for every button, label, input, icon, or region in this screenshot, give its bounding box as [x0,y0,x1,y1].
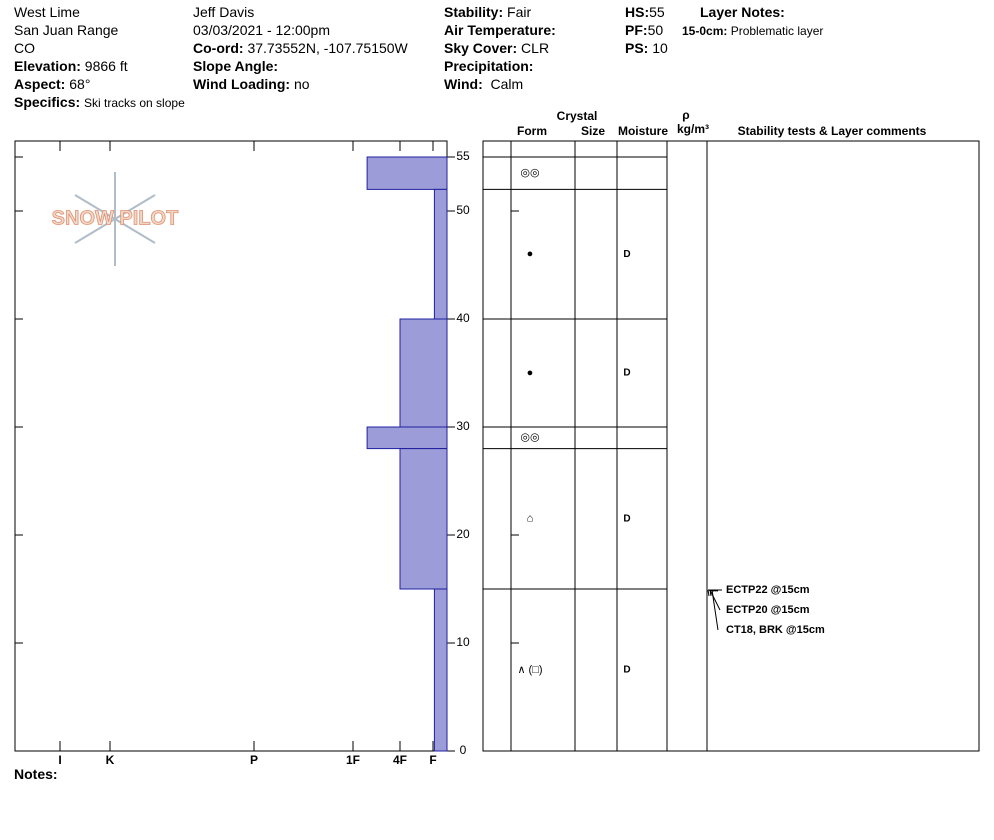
crystal-form: ● [527,248,534,260]
label: HS: [625,4,650,20]
label: Precipitation: [444,58,534,74]
slope-angle: Slope Angle: [193,58,278,74]
hardness-bar [366,426,448,450]
hardness-bar [399,318,448,428]
column-header: Stability tests & Layer comments [738,124,927,138]
label: Sky Cover: [444,40,518,56]
datetime: 03/03/2021 - 12:00pm [193,22,330,38]
crystal-form: ∧ (□) [517,664,542,676]
layer-note: 15-0cm: Problematic layer [682,24,823,38]
moisture: D [623,249,630,260]
x-tick-label: K [106,753,115,767]
value: Ski tracks on slope [84,96,185,110]
column-header: Crystal [557,109,598,123]
value: 50 [647,22,664,38]
label: Aspect: [14,76,66,92]
y-tick-label: 55 [456,149,470,163]
range: San Juan Range [14,22,119,38]
wind-loading: Wind Loading: no [193,76,310,92]
hardness-bar [366,156,448,190]
crystal-form: ⌂ [527,513,534,525]
label: Specifics: [14,94,81,110]
label: Stability: [444,4,504,20]
x-tick-label: 1F [346,753,360,767]
stability-test: CT18, BRK @15cm [726,624,825,636]
x-tick-label: F [429,753,436,767]
logo-text: SNOW PILOT [52,207,179,229]
precipitation: Precipitation: [444,58,533,74]
hardness-bar [399,448,448,590]
label: Slope Angle: [193,58,279,74]
value: 37.73552N, -107.75150W [247,40,408,56]
label: Elevation: [14,58,81,74]
y-tick-label: 10 [456,635,470,649]
x-tick-label: P [250,753,258,767]
table-frame [482,140,980,752]
hs: HS:55 [625,4,665,20]
label: Layer Notes: [700,4,785,20]
state: CO [14,40,35,56]
label: Air Temperature: [444,22,556,38]
layer-notes-label: Layer Notes: [700,4,785,20]
column-header: kg/m³ [677,122,709,136]
x-tick-label: I [58,753,61,767]
label: Wind Loading: [193,76,291,92]
crystal-form: ◎◎ [520,167,539,179]
value: CLR [521,40,550,56]
air-temperature: Air Temperature: [444,22,556,38]
label: Co-ord: [193,40,244,56]
y-tick-label: 0 [460,743,467,757]
y-tick-label: 30 [456,419,470,433]
value: 9866 ft [84,58,128,74]
text: Problematic layer [730,24,824,38]
moisture: D [623,665,630,676]
sky-cover: Sky Cover: CLR [444,40,549,56]
value: Fair [507,4,532,20]
aspect: Aspect: 68° [14,76,90,92]
logo [74,172,156,266]
x-tick-label: 4F [393,753,407,767]
pf: PF:50 [625,22,663,38]
crystal-form: ● [527,367,534,379]
y-tick-label: 20 [456,527,470,541]
specifics: Specifics: Ski tracks on slope [14,94,185,110]
column-header: Size [581,124,605,138]
label: Wind: [444,76,483,92]
y-tick-label: 40 [456,311,470,325]
label: PS: [625,40,649,56]
moisture: D [623,513,630,524]
observer: Jeff Davis [193,4,255,20]
value: Calm [490,76,524,92]
wind: Wind: Calm [444,76,523,92]
column-header: ρ [682,108,689,122]
test-arrow [711,589,719,631]
location: West Lime [14,4,80,20]
notes-label: Notes: [14,766,58,782]
value: 10 [652,40,668,56]
elevation: Elevation: 9866 ft [14,58,128,74]
hardness-bar [433,588,448,752]
ps: PS: 10 [625,40,668,56]
stability: Stability: Fair [444,4,531,20]
stability-test: ECTP20 @15cm [726,604,810,616]
y-tick-label: 50 [456,203,470,217]
hardness-bar [433,188,448,320]
value: no [293,76,310,92]
column-header: Moisture [618,124,668,138]
column-header: Form [517,124,547,138]
label: PF: [625,22,648,38]
moisture: D [623,368,630,379]
stability-test: ECTP22 @15cm [726,584,810,596]
value: 55 [649,4,665,20]
range: 15-0cm: [682,24,728,38]
crystal-form: ◎◎ [520,432,539,444]
coord: Co-ord: 37.73552N, -107.75150W [193,40,408,56]
value: 68° [69,76,91,92]
